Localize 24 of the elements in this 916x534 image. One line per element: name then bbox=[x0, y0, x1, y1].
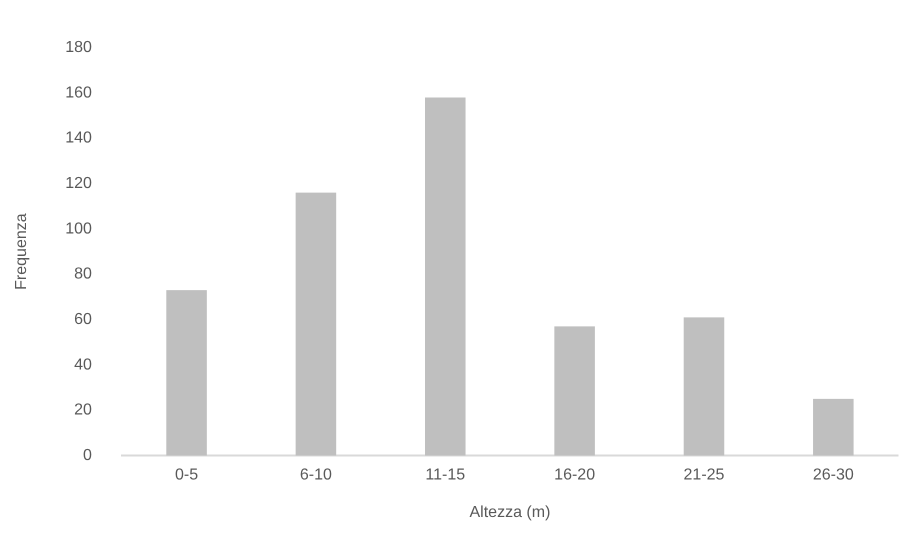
y-tick-label: 40 bbox=[74, 356, 92, 374]
x-tick-label: 26-30 bbox=[812, 466, 854, 484]
x-tick-label: 6-10 bbox=[300, 466, 332, 484]
bar bbox=[166, 290, 207, 456]
x-tick-label: 0-5 bbox=[175, 466, 198, 484]
y-tick-label: 100 bbox=[65, 220, 92, 238]
y-tick-label: 120 bbox=[65, 175, 92, 192]
bar bbox=[813, 398, 854, 456]
bar bbox=[296, 192, 336, 456]
y-tick-label: 160 bbox=[65, 84, 92, 102]
x-tick-label: 11-15 bbox=[425, 466, 466, 484]
bar bbox=[554, 326, 595, 456]
y-tick-label: 60 bbox=[74, 311, 92, 328]
y-tick-label: 20 bbox=[74, 402, 92, 419]
y-tick-label: 80 bbox=[74, 266, 92, 283]
y-tick-label: 0 bbox=[82, 447, 92, 464]
x-tick-label: 16-20 bbox=[554, 466, 596, 484]
x-tick-label: 21-25 bbox=[684, 466, 725, 484]
y-tick-label: 140 bbox=[65, 130, 92, 147]
y-tick-label: 180 bbox=[65, 39, 92, 56]
x-axis-title: Altezza (m) bbox=[469, 504, 550, 521]
bar bbox=[684, 317, 724, 456]
bar bbox=[424, 97, 466, 456]
y-axis-title: Frequenza bbox=[13, 213, 30, 290]
